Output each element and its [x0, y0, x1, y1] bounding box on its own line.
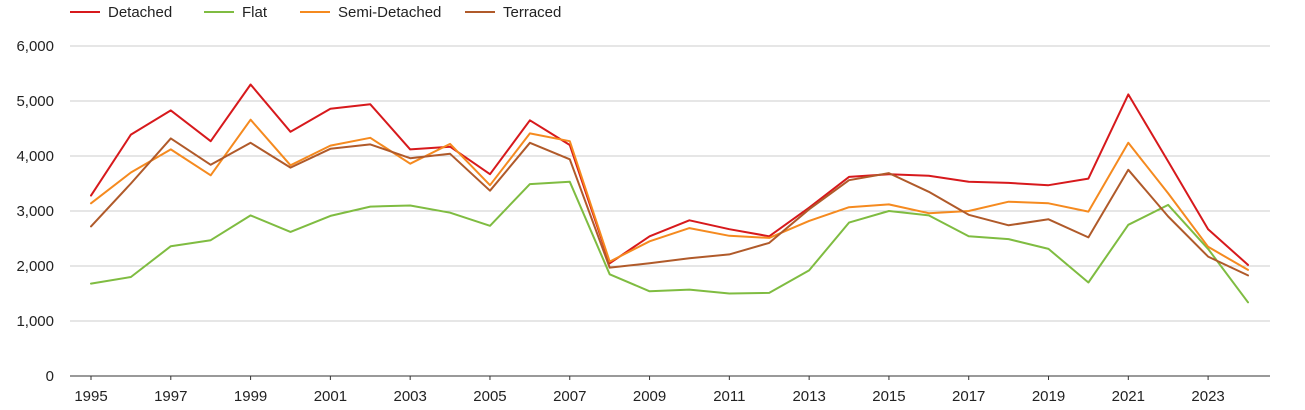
series-line-terraced [90, 137, 1249, 277]
legend-label: Semi-Detached [338, 4, 441, 21]
y-tick-label: 3,000 [16, 203, 54, 220]
gridlines [70, 45, 1270, 322]
series-line-semi-detached [90, 118, 1249, 271]
x-tick-label: 2011 [713, 388, 745, 405]
x-tick-label: 1997 [154, 388, 187, 405]
x-axis-ticks: 1995 1997 1999 2001 2003 2005 2007 2009 2011 2013… [74, 376, 1225, 405]
y-tick-label: 0 [46, 368, 54, 385]
legend: Detached Flat Semi-Detached Terraced [70, 4, 561, 21]
x-tick-label: 2001 [314, 388, 347, 405]
y-tick-label: 4,000 [16, 148, 54, 165]
x-tick-label: 2005 [473, 388, 506, 405]
series-lines [90, 83, 1249, 304]
x-tick-label: 2003 [393, 388, 426, 405]
y-tick-label: 2,000 [16, 258, 54, 275]
y-tick-label: 5,000 [16, 93, 54, 110]
x-tick-label: 2023 [1191, 388, 1224, 405]
series-line-detached [90, 83, 1249, 266]
x-tick-label: 2017 [952, 388, 985, 405]
x-tick-label: 2019 [1032, 388, 1065, 405]
y-axis-ticks: 0 1,000 2,000 3,000 4,000 5,000 6,000 [16, 38, 54, 385]
legend-label: Terraced [503, 4, 561, 21]
series-line-flat [90, 180, 1249, 304]
legend-label: Detached [108, 4, 172, 21]
legend-label: Flat [242, 4, 268, 21]
x-tick-label: 2013 [792, 388, 825, 405]
x-tick-label: 2015 [872, 388, 905, 405]
x-tick-label: 2007 [553, 388, 586, 405]
y-tick-label: 1,000 [16, 313, 54, 330]
x-tick-label: 2021 [1112, 388, 1145, 405]
x-tick-label: 2009 [633, 388, 666, 405]
x-tick-label: 1999 [234, 388, 267, 405]
y-tick-label: 6,000 [16, 38, 54, 55]
x-tick-label: 1995 [74, 388, 107, 405]
